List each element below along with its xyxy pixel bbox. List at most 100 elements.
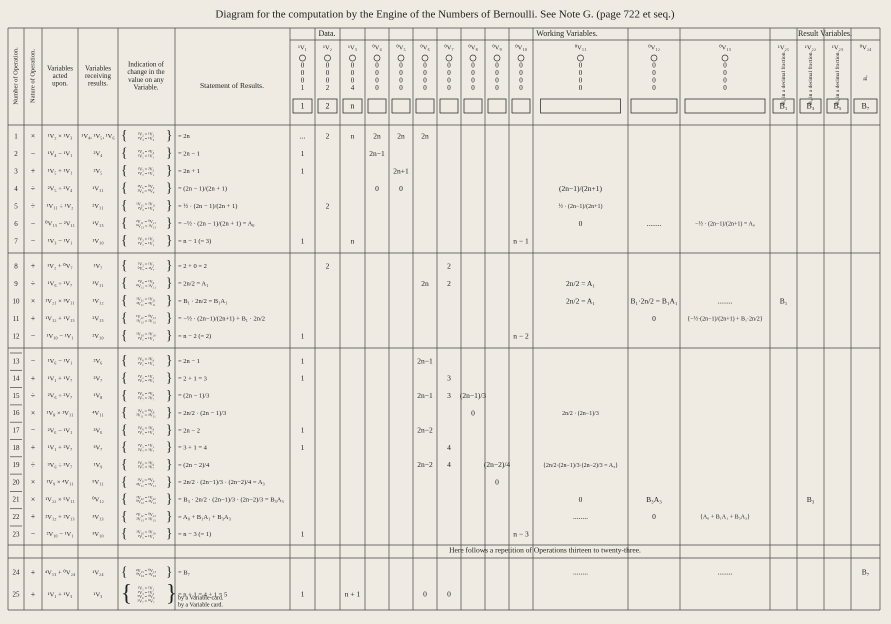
brace: { [121,215,127,230]
operation-nature: − [31,426,36,435]
variable-value: 2 [447,279,451,288]
indication: ¹V₄ = ²V₄ [138,149,155,154]
brace: } [166,145,172,160]
column-label: ⁰V₈ [468,43,478,51]
indication: ¹V₃ = ¹V₃ [138,136,155,141]
variables-receiving: ¹V₁₀ [92,238,103,245]
column-box [511,98,531,114]
variable-value: 0 [579,219,583,228]
column-box [415,98,435,114]
operation-nature: ÷ [31,184,36,193]
variables-receiving: ¹V₁₁ [92,186,103,193]
variable-value: 0 [399,184,403,193]
variables-acted: ⁴V₁₃ + ⁰V₂₄ [45,568,76,576]
column-digit: 0 [423,84,427,92]
variable-value: B₃A₃ [646,495,662,504]
brace: } [166,387,172,402]
operation-number: 10 [13,297,21,305]
variables-receiving: ²V₄ [94,151,104,158]
statement: = B₁ · 2n/2 = B₁A₁ [178,298,227,305]
column-digit: 2 [326,84,330,92]
variables-receiving: ¹V₁₃ [92,221,103,228]
statement: = (2n − 1)/3 [178,393,209,400]
column-digit: 0 [301,77,305,85]
column-label: ⁰V₁₁ [575,43,587,51]
indication: ²V₇ = ³V₇ [138,447,155,452]
group-header: Data. [318,29,335,38]
variable-value: 2 [326,131,330,140]
variable-value: 0 [471,408,475,417]
statement: = 2n/2 · (2n−1)/3 · (2n−2)/4 = A₃ [178,479,265,486]
variable-value: 2n−1 [369,149,385,158]
column-digit: 0 [301,69,305,77]
variables-acted: ²V₆ − ¹V₁ [48,427,73,434]
statement: = 2n − 2 [178,427,200,434]
brace: } [166,439,172,454]
column-box [684,98,766,114]
column-digit: 0 [423,62,427,70]
column-digit: 0 [652,62,656,70]
brace: } [166,198,172,213]
operation-nature: − [31,529,36,538]
column-label: ⁰V₂₄ [860,43,873,51]
operation-number: 12 [13,332,21,340]
brace: { [121,405,127,420]
column-digit: 0 [723,69,727,77]
column-digit: 0 [326,77,330,85]
variables-receiving: ⁵V₁₁ [92,479,104,486]
variable-value: 2n/2 = A₁ [566,279,595,288]
brace: { [121,564,127,579]
variable-value: B₃ [807,495,815,504]
variables-receiving: ²V₁₃ [92,316,103,323]
indication: ³V₆ = ³V₆ [138,460,155,465]
indication: ⁰V₁₂ = ²V₁₂ [136,499,156,504]
brace: } [166,163,172,178]
column-note: B₃ in a decimal fraction. [807,51,814,105]
variable-value: ........ [647,219,662,228]
operation-number: 7 [14,237,18,245]
column-box-label: B₃ [806,101,814,110]
column-digit: 0 [301,62,305,70]
column-digit: 0 [375,84,379,92]
variable-value: 1 [301,529,305,538]
column-box [853,98,878,114]
indication: ¹V₅ = ²V₅ [138,166,155,171]
statement: = n − 1 (= 3) [178,238,211,245]
statement: = ½ · (2n − 1)/(2n + 1) [178,203,237,210]
operation-number: 11 [13,315,20,323]
variable-value: −½ · (2n−1)/(2n+1) = A₀ [695,221,755,228]
operation-nature: − [31,149,36,158]
operation-number: 8 [14,262,18,270]
variable-value: 1 [301,426,305,435]
indication: ¹V₂ = ¹V₂ [138,206,155,211]
brace: { [121,526,127,541]
indication: ⁰V₁₃ = ¹V₁₃ [136,223,156,228]
statement: = 2n − 1 [178,151,200,158]
column-digit: 0 [399,84,403,92]
column-circle [299,54,306,62]
operation-number: 24 [13,569,21,577]
column-digit: 0 [579,69,583,77]
brace: { [121,422,127,437]
variable-value: ........ [573,568,588,577]
brace: { [121,474,127,489]
variable-card-note: by a Variable card. [178,602,223,608]
statement: = 2 + 1 = 3 [178,375,207,382]
column-box [772,98,795,114]
column-box [487,98,507,114]
variable-value: n − 3 [513,529,529,538]
operation-number: 4 [14,185,18,193]
indication: ²V₅ = ⁰V₅ [138,184,155,189]
statement: = −½ · (2n−1)/(2n+1) + B₁ · 2n/2 [178,316,265,323]
variable-value: ........ [573,512,588,521]
column-label: ⁰V₁₃ [719,43,731,51]
variable-value: 0 [652,512,656,521]
brace: { [121,370,127,385]
column-digit: 0 [399,62,403,70]
statement: = (2n − 1)/(2n + 1) [178,186,227,193]
statement: = B₇ [178,569,190,576]
operation-nature: ÷ [31,279,36,288]
operation-number: 6 [14,220,18,228]
brace: { [121,198,127,213]
